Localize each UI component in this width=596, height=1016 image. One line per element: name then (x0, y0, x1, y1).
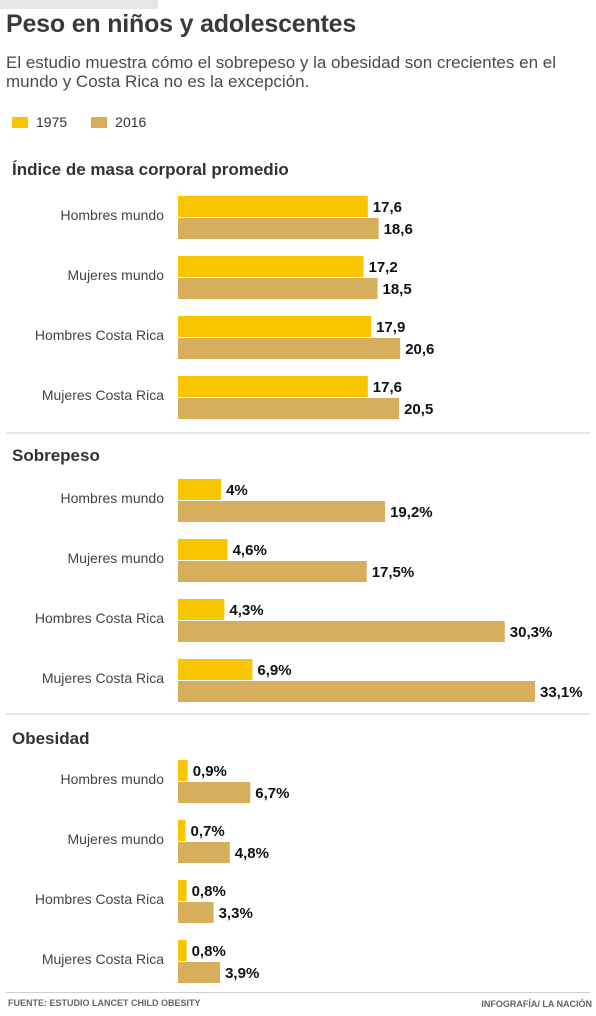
bar-2016 (178, 782, 251, 803)
top-accent-bar (0, 0, 158, 9)
bar-1975 (178, 539, 228, 560)
data-label-1975: 0,8% (192, 883, 226, 900)
data-label-2016: 3,9% (225, 965, 259, 982)
bar-1975 (178, 760, 188, 781)
category-label: Hombres mundo (61, 207, 165, 223)
category-label: Mujeres Costa Rica (42, 387, 164, 403)
category-label: Hombres mundo (61, 490, 165, 506)
section-title-2: Obesidad (12, 729, 89, 748)
bar-2016 (178, 621, 505, 642)
data-label-1975: 17,6 (373, 379, 402, 396)
bar-1975 (178, 479, 222, 500)
bar-2016 (178, 561, 367, 582)
bar-1975 (178, 196, 368, 217)
bar-2016 (178, 398, 400, 419)
legend-item-1975: 1975 (12, 114, 67, 130)
data-label-2016: 17,5% (372, 564, 415, 581)
bar-2016 (178, 681, 535, 702)
bar-1975 (178, 940, 187, 961)
data-label-1975: 6,9% (257, 662, 291, 679)
bar-1975 (178, 659, 253, 680)
data-label-2016: 6,7% (255, 785, 289, 802)
data-label-1975: 17,2 (369, 259, 398, 276)
data-label-2016: 33,1% (540, 684, 583, 701)
legend-swatch-2016 (91, 116, 108, 128)
category-label: Hombres Costa Rica (35, 891, 164, 907)
bar-1975 (178, 599, 225, 620)
category-label: Mujeres mundo (68, 550, 165, 566)
bar-1975 (178, 256, 364, 277)
bar-2016 (178, 962, 221, 983)
legend: 1975 2016 (12, 113, 170, 131)
data-label-2016: 4,8% (235, 845, 269, 862)
category-label: Mujeres mundo (68, 831, 165, 847)
legend-label-1975: 1975 (36, 114, 68, 130)
data-label-1975: 4,6% (233, 542, 267, 559)
data-label-1975: 17,9 (376, 319, 405, 336)
bar-1975 (178, 316, 372, 337)
data-label-1975: 0,8% (192, 943, 226, 960)
category-label: Hombres Costa Rica (35, 610, 164, 626)
data-label-1975: 4,3% (229, 602, 263, 619)
data-label-2016: 20,6 (405, 341, 434, 358)
data-label-1975: 0,7% (191, 823, 225, 840)
legend-swatch-1975 (12, 116, 28, 128)
data-label-1975: 4% (226, 482, 248, 499)
data-label-2016: 18,5 (383, 281, 412, 298)
data-label-2016: 3,3% (219, 905, 253, 922)
footer-source: FUENTE: ESTUDIO LANCET CHILD OBESITY (8, 998, 201, 1008)
section-title-1: Sobrepeso (12, 446, 100, 465)
bar-1975 (178, 880, 187, 901)
data-label-2016: 20,5 (404, 401, 433, 418)
category-label: Mujeres mundo (68, 267, 165, 283)
footer-credit: INFOGRAFÍA/ LA NACIÓN (481, 999, 592, 1009)
data-label-1975: 0,9% (193, 763, 227, 780)
legend-label-2016: 2016 (115, 114, 147, 130)
bar-2016 (178, 501, 386, 522)
bar-1975 (178, 820, 186, 841)
legend-item-2016: 2016 (91, 114, 146, 130)
category-label: Mujeres Costa Rica (42, 951, 164, 967)
category-label: Hombres mundo (61, 771, 165, 787)
bar-2016 (178, 278, 378, 299)
bar-charts: Índice de masa corporal promedio Hombres … (6, 160, 590, 983)
bar-2016 (178, 218, 379, 239)
data-label-2016: 19,2% (390, 504, 433, 521)
data-label-2016: 30,3% (510, 624, 553, 641)
data-label-2016: 18,6 (384, 221, 413, 238)
bar-2016 (178, 902, 214, 923)
bar-2016 (178, 842, 230, 863)
data-label-1975: 17,6 (373, 199, 402, 216)
bar-1975 (178, 376, 368, 397)
category-label: Hombres Costa Rica (35, 327, 164, 343)
category-label: Mujeres Costa Rica (42, 670, 164, 686)
bar-2016 (178, 338, 401, 359)
page-title: Peso en niños y adolescentes (6, 10, 357, 38)
footer-divider (6, 992, 590, 993)
page-subtitle: El estudio muestra cómo el sobrepeso y l… (6, 53, 556, 91)
section-title-0: Índice de masa corporal promedio (12, 160, 289, 179)
